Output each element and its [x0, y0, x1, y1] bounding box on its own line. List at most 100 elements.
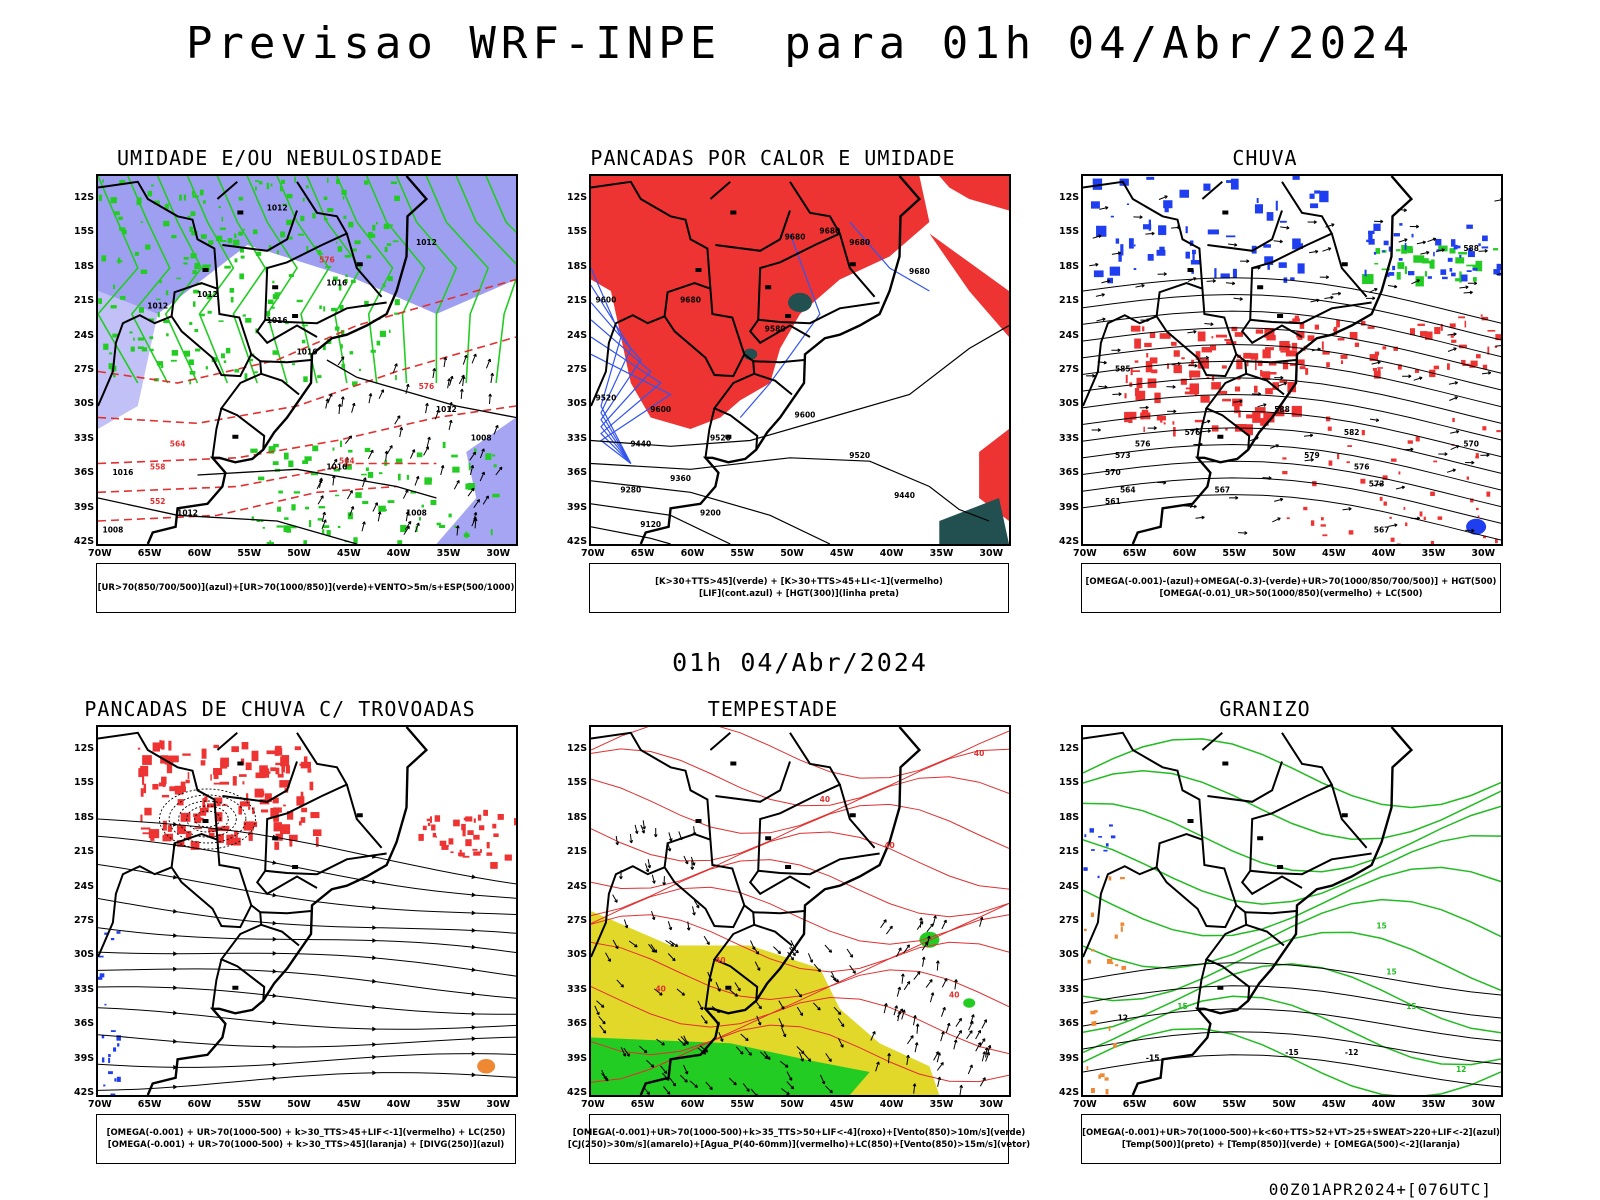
- humidity-green-speck: [451, 454, 458, 458]
- storm-red-speck: [144, 807, 152, 816]
- storm-red-speck: [169, 786, 178, 792]
- humidity-green-speck: [317, 518, 323, 521]
- storm-red-speck: [142, 832, 153, 835]
- rain-blue-speck: [1436, 249, 1441, 252]
- omega-orange-speck: [1083, 928, 1087, 932]
- rain-red-speck: [1458, 344, 1467, 349]
- wind-vector: [870, 1031, 876, 1041]
- longitude-label: 35W: [929, 1099, 954, 1110]
- omega-orange-speck: [1086, 1066, 1089, 1070]
- wind-vector: [699, 1045, 709, 1053]
- rain-red-speck: [1393, 346, 1398, 351]
- wind-vector: [941, 919, 947, 930]
- political-border: [1196, 959, 1208, 1009]
- rain-green-speck: [1472, 277, 1477, 282]
- political-border: [1083, 180, 1251, 450]
- wind-arrow: [349, 506, 355, 516]
- latitude-label: 15S: [1059, 777, 1080, 789]
- legend-line: [Temp(500)](preto) + [Temp(850)](verde) …: [1121, 1140, 1461, 1150]
- storm-red-speck: [164, 755, 174, 765]
- storm-red-speck: [194, 827, 202, 829]
- rain-red-speck: [1452, 417, 1455, 423]
- omega-orange-speck: [1099, 1073, 1105, 1078]
- wind-arrow: [488, 393, 492, 404]
- wind-arrow: [1101, 279, 1111, 284]
- hgt300-contour: [591, 480, 831, 544]
- rain-blue-speck: [1300, 243, 1304, 249]
- humidity-green-speck: [156, 361, 164, 366]
- humidity-green-speck: [291, 504, 296, 511]
- rain-red-speck: [1320, 524, 1326, 527]
- wind-vector: [979, 1077, 986, 1087]
- lake-mark: [292, 865, 299, 869]
- wind-arrow: [378, 389, 385, 399]
- humidity-green-speck: [179, 194, 182, 201]
- humidity-green-speck: [465, 483, 470, 490]
- wind-vector: [640, 824, 645, 834]
- coastline: [1131, 727, 1414, 1095]
- wind-arrow: [361, 521, 366, 532]
- humidity-green-speck: [306, 185, 309, 189]
- lake-mark: [1187, 268, 1194, 272]
- rain-blue-speck: [1478, 243, 1481, 247]
- temp850-contour: [1083, 1027, 1501, 1095]
- storm-red-speck: [483, 809, 488, 816]
- wind-arrow: [1171, 361, 1181, 366]
- rain-red-speck: [1210, 345, 1217, 351]
- latitude-label: 15S: [74, 226, 95, 238]
- humidity-green-contour: [246, 176, 298, 384]
- political-border: [260, 923, 300, 947]
- wind-arrow: [377, 511, 382, 522]
- humidity-green-speck: [305, 506, 310, 510]
- wind-arrow: [1495, 345, 1501, 347]
- lc850-contour: [591, 727, 1009, 779]
- wind-vector: [887, 1053, 891, 1064]
- longitude-label: 60W: [680, 548, 705, 559]
- wind-arrow: [1257, 403, 1267, 408]
- panel-title: PANCADAS DE CHUVA C/ TROVOADAS: [84, 697, 476, 721]
- rain-red-speck: [1349, 331, 1358, 340]
- humidity-green-speck: [349, 351, 354, 355]
- rain-red-speck: [1328, 460, 1333, 466]
- humidity-green-speck: [397, 473, 401, 481]
- temp850-contour: [1083, 898, 1501, 970]
- storm-red-speck: [177, 824, 185, 835]
- wind-arrow: [1463, 290, 1473, 295]
- wind-arrow: [443, 356, 448, 368]
- wind-arrow: [337, 403, 342, 415]
- humidity-green-speck: [202, 264, 207, 270]
- hgt500-contour: [1083, 393, 1501, 441]
- wind-arrow: [1189, 427, 1200, 432]
- wind-vector: [647, 859, 652, 869]
- humidity-green-speck: [394, 195, 400, 202]
- rain-blue-speck: [1451, 272, 1456, 277]
- latitude-label: 24S: [1059, 880, 1080, 892]
- humidity-green-speck: [376, 340, 381, 346]
- rain-red-speck: [1369, 354, 1378, 361]
- longitude-label: 50W: [780, 548, 804, 559]
- wind-arrow: [1398, 238, 1408, 243]
- hail-blue-speck: [1097, 875, 1100, 879]
- rain-green-speck: [1493, 248, 1499, 251]
- humidity-green-speck: [397, 540, 403, 544]
- latitude-label: 12S: [567, 192, 588, 203]
- wind-vector: [598, 1015, 606, 1025]
- rain-red-speck: [1354, 342, 1360, 347]
- storm-red-speck: [148, 829, 160, 839]
- rain-red-speck: [1305, 368, 1309, 375]
- legend-line: [LIF](cont.azul) + [HGT(300)](linha pret…: [698, 589, 900, 599]
- rain-blue-speck: [1319, 190, 1329, 203]
- latitude-label: 27S: [567, 364, 588, 375]
- wind-vector: [718, 1032, 724, 1042]
- legend-line: [K>30+TTS>45](verde) + [K>30+TTS>45+LI<-…: [655, 577, 943, 587]
- humidity-green-speck: [319, 305, 322, 310]
- contour-label: 1016: [112, 468, 133, 477]
- contour-label: 588: [1274, 405, 1290, 414]
- wind-vector: [959, 1084, 963, 1095]
- rain-green-speck: [1413, 255, 1425, 263]
- humidity-green-speck: [122, 229, 127, 235]
- wind-arrow: [479, 448, 485, 459]
- latitude-label: 27S: [74, 364, 95, 375]
- wind-arrow: [434, 409, 440, 420]
- political-border: [1083, 865, 1157, 958]
